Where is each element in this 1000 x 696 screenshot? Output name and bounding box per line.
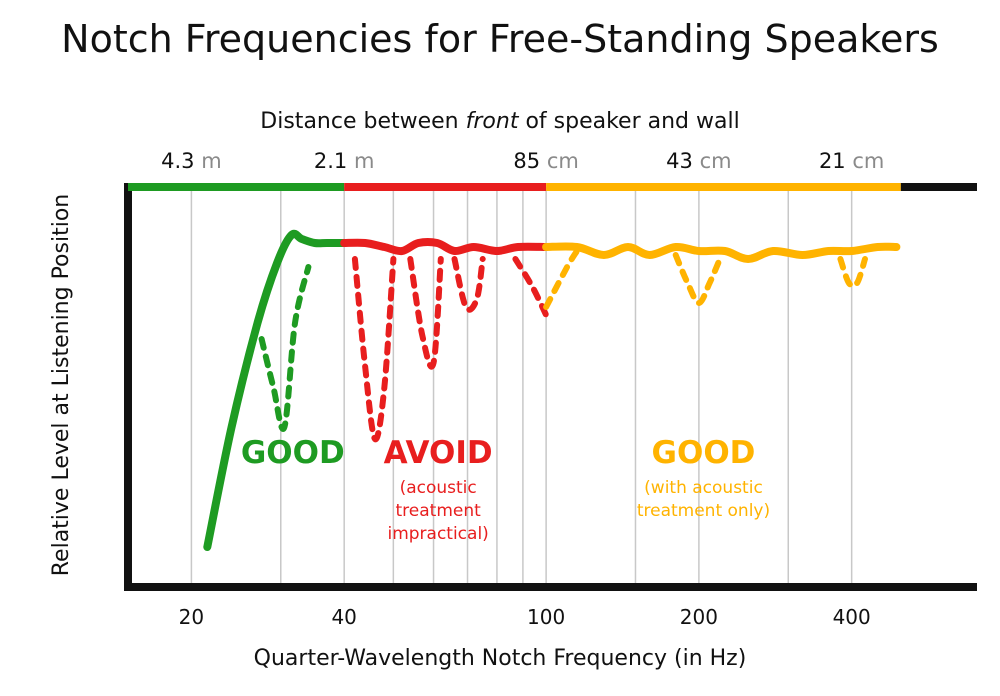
top-tick-number: 2.1	[314, 149, 347, 173]
series-lines	[203, 229, 901, 551]
top-axis-title-emphasis: front	[466, 109, 520, 134]
top-tick-unit: cm	[846, 149, 885, 173]
notch-line-dashed	[512, 256, 550, 318]
x-tick-label: 400	[833, 605, 871, 629]
top-tick-number: 4.3	[161, 149, 194, 173]
zone-note-avoid: (acoustic	[400, 478, 477, 498]
notch-line-dashed	[837, 256, 868, 289]
top-tick-label: 43 cm	[666, 149, 731, 173]
notch-line-dashed	[258, 264, 312, 432]
top-axis-ticks: 4.3 m 2.1 m 85 cm 43 cm 21 cm	[161, 149, 884, 173]
notch-line-dashed	[407, 256, 444, 370]
chart-title: Notch Frequencies for Free-Standing Spea…	[61, 17, 939, 61]
zone-note-good-high: treatment only)	[637, 501, 770, 521]
x-tick-label: 100	[527, 605, 565, 629]
x-axis-title: Quarter-Wavelength Notch Frequency (in H…	[254, 646, 747, 671]
top-tick-label: 2.1 m	[314, 149, 375, 173]
x-axis-ticks: 20 40 100 200 400	[179, 605, 871, 629]
zone-note-avoid: impractical)	[387, 524, 488, 544]
top-axis-title-prefix: Distance between	[260, 109, 465, 134]
top-tick-unit: cm	[693, 149, 732, 173]
notch-line-dashed	[672, 252, 723, 306]
notch-line-dashed	[543, 248, 580, 310]
notch-line-dashed	[351, 256, 397, 443]
plot-axes	[124, 183, 977, 591]
zone-label-good-low: GOOD	[241, 435, 345, 471]
zone-labels: GOOD AVOID (acoustic treatment impractical) G…	[241, 435, 770, 544]
top-tick-label: 21 cm	[819, 149, 884, 173]
top-tick-number: 85	[513, 149, 540, 173]
top-axis-title-suffix: of speaker and wall	[518, 109, 739, 134]
response-line	[542, 242, 901, 263]
response-line	[340, 238, 551, 256]
response-line	[203, 229, 349, 551]
zone-label-good-high: GOOD	[652, 435, 756, 471]
y-axis-title: Relative Level at Listening Position	[49, 194, 74, 577]
top-tick-unit: cm	[540, 149, 579, 173]
x-tick-label: 20	[179, 605, 204, 629]
top-tick-number: 21	[819, 149, 846, 173]
notch-line-dashed	[451, 256, 486, 313]
zone-note-good-high: (with acoustic	[644, 478, 763, 498]
top-tick-label: 85 cm	[513, 149, 578, 173]
top-axis-title: Distance between front of speaker and wa…	[260, 109, 739, 134]
x-tick-label: 40	[331, 605, 356, 629]
top-tick-label: 4.3 m	[161, 149, 222, 173]
zone-label-avoid: AVOID	[384, 435, 493, 471]
top-tick-unit: m	[195, 149, 222, 173]
zone-note-avoid: treatment	[396, 501, 482, 521]
x-tick-label: 200	[680, 605, 718, 629]
top-tick-unit: m	[347, 149, 374, 173]
top-tick-number: 43	[666, 149, 693, 173]
